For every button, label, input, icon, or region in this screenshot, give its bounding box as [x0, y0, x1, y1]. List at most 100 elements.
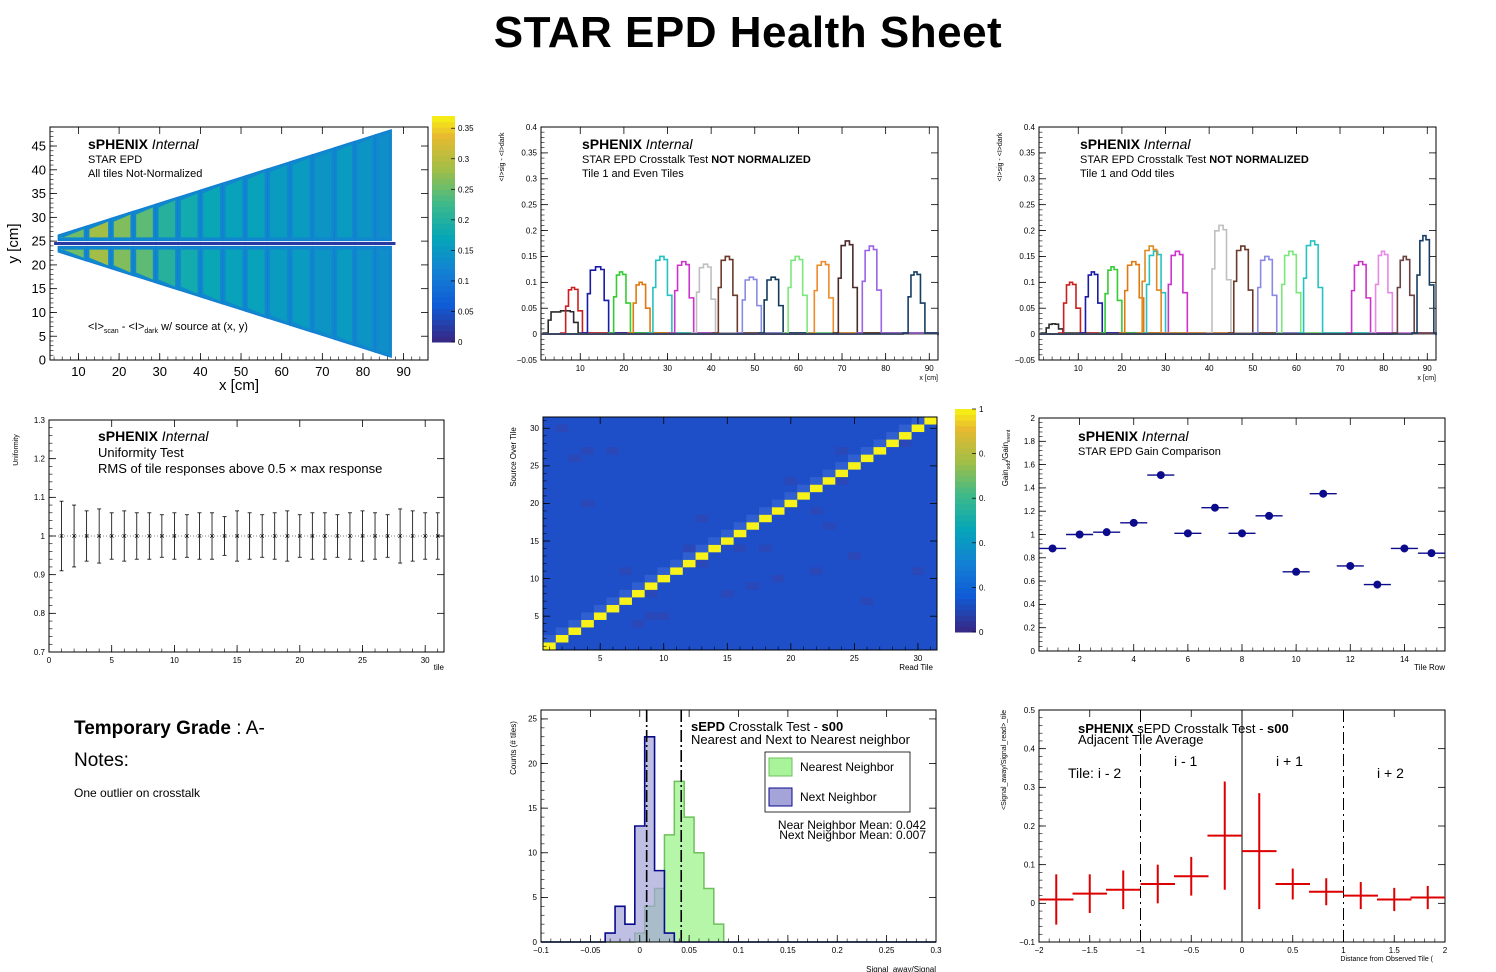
uniformity-point: × — [385, 531, 390, 541]
x-axis-label: Tile Row — [1414, 663, 1445, 672]
matrix-offdiag-cell — [631, 582, 645, 590]
x-tick-label: 0.15 — [780, 946, 796, 955]
crosstalk-series-line — [541, 281, 939, 336]
chart-annotation: STAR EPD Crosstalk Test NOT NORMALIZED — [1080, 154, 1309, 166]
region-label: i + 1 — [1276, 753, 1303, 769]
tile-cell — [203, 249, 220, 301]
tile-cell — [357, 249, 373, 349]
notes-label: Notes: — [74, 750, 129, 771]
y-label-sub: event — [1006, 429, 1012, 442]
crosstalk-series-line — [541, 271, 939, 336]
crosstalk-series-line — [541, 266, 939, 336]
y-tick-label: 30 — [32, 210, 46, 225]
x-tick-label: 50 — [234, 364, 248, 379]
matrix-diagonal-cell — [848, 462, 861, 470]
x-tick-label: −0.05 — [580, 946, 601, 955]
y-tick-label: 0.1 — [526, 278, 538, 287]
x-tick-label: 40 — [1205, 364, 1214, 373]
x-tick-label: 70 — [1336, 364, 1345, 373]
x-tick-label: 90 — [1423, 364, 1432, 373]
y-axis-label: Gainodd/Gainevent — [1001, 429, 1012, 486]
x-tick-label: 30 — [421, 656, 430, 665]
colorbar-segment — [955, 542, 976, 549]
notes-text: One outlier on crosstalk — [74, 786, 201, 800]
y-tick-label: 1.2 — [1024, 507, 1036, 516]
matrix-offdiag-cell — [593, 604, 607, 613]
colorbar-segment — [432, 155, 455, 162]
y-tick-label: 0.6 — [1024, 577, 1036, 586]
gain-point — [1183, 529, 1192, 538]
x-tick-label: 20 — [1117, 364, 1126, 373]
crosstalk-series-line — [1039, 271, 1437, 336]
colorbar-segment — [432, 330, 455, 337]
uniformity-point: × — [397, 531, 402, 541]
colorbar-segment — [432, 257, 455, 264]
legend-label-next: Next Neighbor — [800, 790, 877, 804]
uniformity-point: × — [335, 531, 340, 541]
y-tick-label: 20 — [528, 759, 537, 768]
colorbar-segment — [955, 609, 976, 616]
colorbar-tick-label: 0.2 — [458, 216, 470, 225]
matrix-offdiag-cell — [873, 439, 887, 448]
crosstalk-series-line — [1039, 255, 1437, 336]
matrix-cell — [771, 574, 785, 583]
matrix-diagonal-cell — [771, 507, 785, 515]
y-tick-label: 5 — [533, 893, 538, 902]
crosstalk-series-line — [1039, 260, 1437, 336]
matrix-offdiag-cell — [784, 492, 798, 500]
x-axis-label: Signal_away/Signal — [866, 965, 936, 972]
matrix-cell — [835, 477, 849, 485]
matrix-diagonal-cell — [835, 469, 849, 478]
matrix-offdiag-cell — [759, 507, 772, 515]
brand-label: sPHENIX Internal — [98, 428, 209, 444]
matrix-offdiag-cell — [581, 612, 594, 620]
crosstalk-series-line — [1039, 250, 1437, 336]
uniformity-point: × — [272, 531, 277, 541]
y-axis-label: <I>sig - <I>dark — [499, 132, 506, 182]
matrix-diagonal-cell — [631, 589, 645, 598]
x-tick-label: 0.5 — [1287, 946, 1299, 955]
legend-swatch-next — [768, 787, 793, 807]
matrix-offdiag-cell — [682, 552, 696, 560]
matrix-offdiag-cell — [555, 627, 569, 635]
matrix-diagonal-cell — [898, 432, 912, 440]
uniformity-point: × — [260, 531, 265, 541]
y-tick-label: 0.25 — [521, 200, 537, 209]
formula-part: - <I> — [119, 321, 145, 333]
gain-point — [1346, 561, 1355, 570]
notes-panel: Temporary Grade : A- Notes: One outlier … — [74, 718, 474, 800]
matrix-diagonal-cell — [581, 619, 594, 628]
x-tick-label: −1.5 — [1082, 946, 1098, 955]
colorbar-segment — [432, 183, 455, 190]
tile-cell — [292, 158, 310, 238]
gain-point — [1210, 503, 1219, 512]
annotation-part: Tile 1 and Even Tiles — [582, 168, 684, 180]
matrix-cell — [555, 424, 569, 433]
matrix-cell — [695, 514, 709, 523]
x-tick-label: 15 — [233, 656, 242, 665]
matrix-cell — [581, 447, 594, 455]
brand-name: sPHENIX — [582, 136, 643, 152]
x-tick-label: 0 — [47, 656, 52, 665]
tile-cell — [292, 249, 310, 329]
colorbar-segment — [432, 127, 455, 134]
tile-cell — [158, 249, 176, 287]
colorbar-segment — [432, 166, 455, 173]
x-tick-label: 30 — [1161, 364, 1170, 373]
y-label-part: Gain — [1001, 469, 1010, 486]
x-tick-label: 2 — [1443, 946, 1448, 955]
y-tick-label: 0.8 — [1024, 554, 1036, 563]
tile-map-chart: 10 20 30 40 50 60 70 80 90 0 5 10 15 20 25 30 35 40 45 x [c… — [5, 116, 474, 394]
y-tick-label: 0.05 — [1019, 304, 1035, 313]
matrix-offdiag-cell — [720, 529, 734, 538]
tile-cell — [270, 249, 287, 322]
x-tick-label: 6 — [1186, 655, 1191, 664]
y-axis-label: Uniformity — [13, 434, 20, 466]
matrix-offdiag-cell — [886, 432, 899, 440]
x-axis-label: x [cm] — [219, 377, 259, 394]
y-tick-label: 45 — [32, 139, 46, 154]
crosstalk-series-line — [541, 255, 939, 336]
x-tick-label: 0.25 — [879, 946, 895, 955]
y-tick-label: 10 — [32, 305, 46, 320]
colorbar-segment — [432, 212, 455, 219]
